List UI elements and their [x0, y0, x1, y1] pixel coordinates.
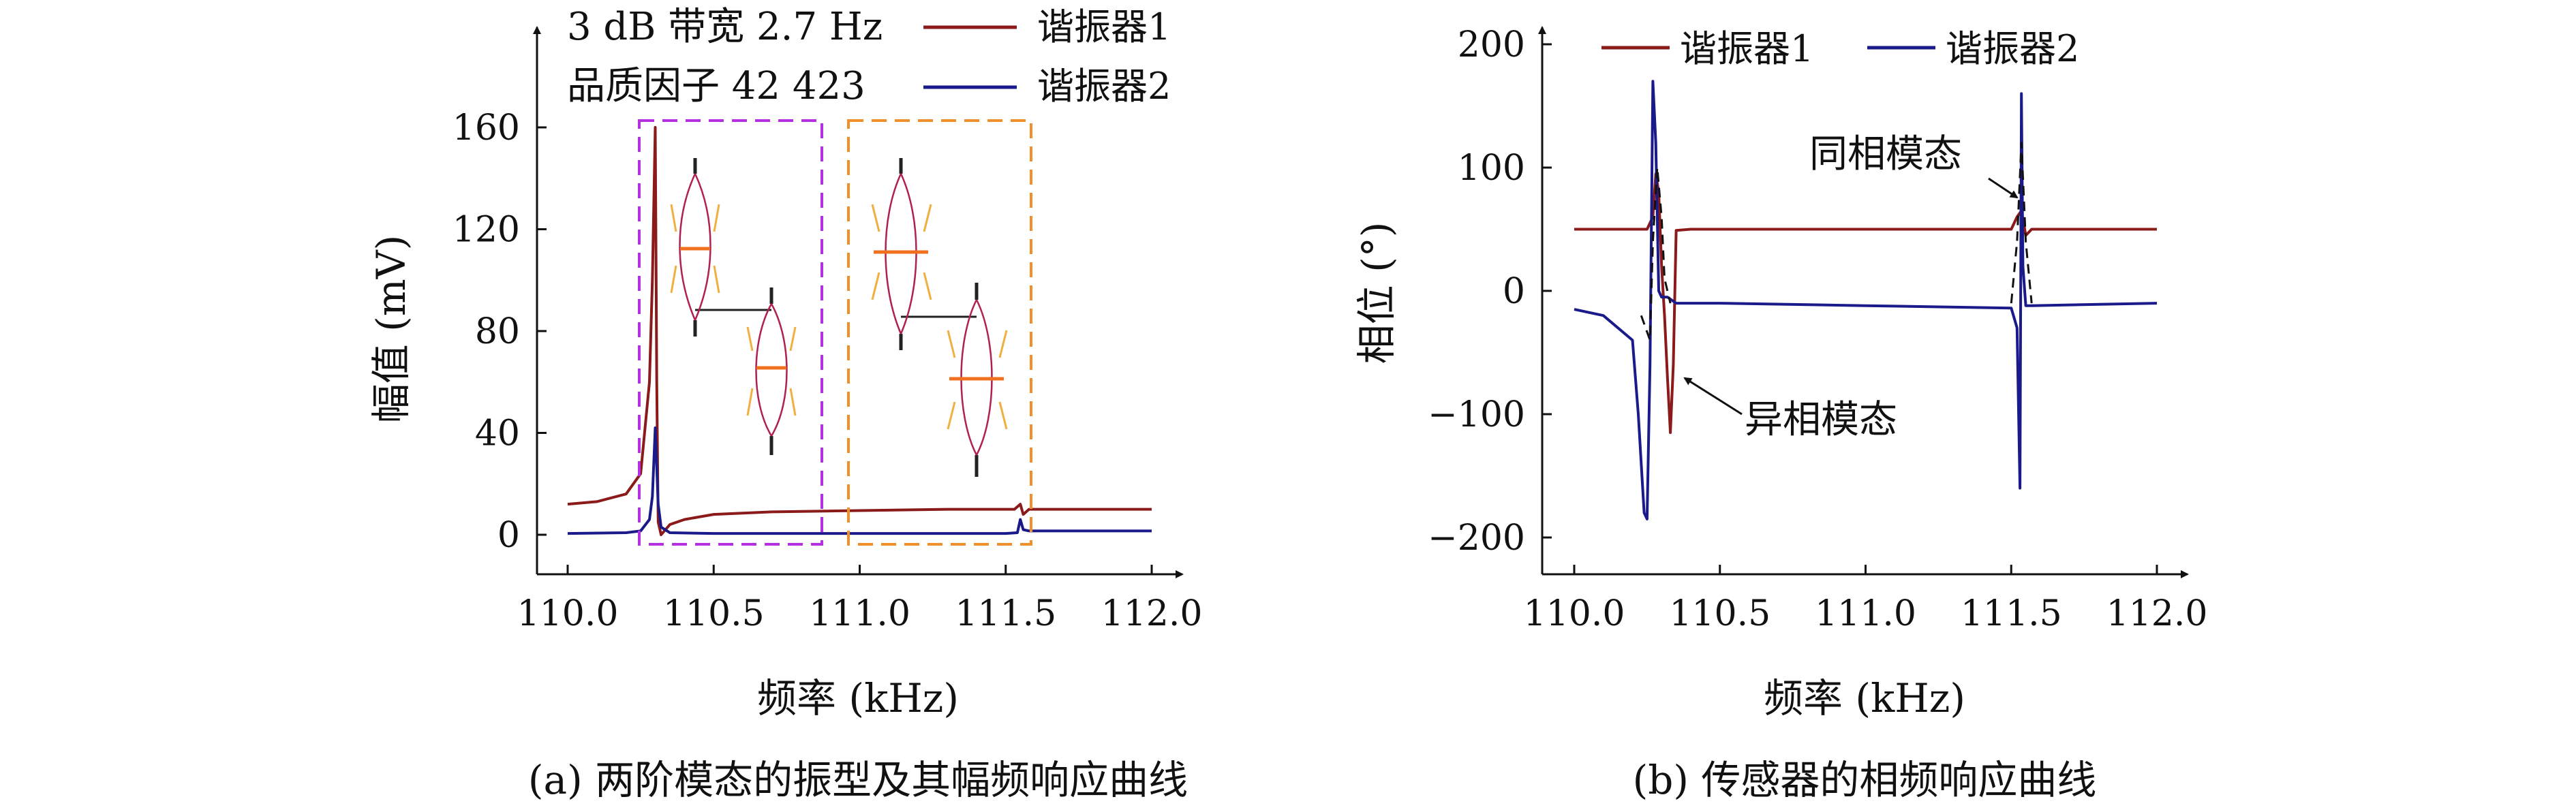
x-tick-label: 111.5: [955, 593, 1056, 634]
y-tick-label: −200: [1428, 518, 1525, 559]
resonator-beam: [693, 158, 773, 455]
x-tick-label: 110.0: [1524, 593, 1625, 634]
series-line-2: [1574, 80, 2158, 520]
panel-a-y-axis-label: 幅值 (mV): [368, 235, 414, 424]
quality-factor-annotation: 品质因子 42 423: [567, 64, 865, 108]
x-tick-label: 111.5: [1961, 593, 2062, 634]
legend-label-resonator1: 谐振器1: [1037, 5, 1171, 48]
x-tick-label: 111.0: [809, 593, 910, 634]
panel-b-plot-area: [1574, 80, 2158, 520]
panel-a-x-axis-label: 频率 (kHz): [757, 675, 959, 721]
panel-a-legend: 谐振器1 谐振器2: [923, 5, 1171, 108]
legend-label-resonator1-b: 谐振器1: [1680, 27, 1813, 70]
panel-a-caption: (a) 两阶模态的振型及其幅频响应曲线: [528, 757, 1188, 803]
panel-b-legend: 谐振器1 谐振器2: [1601, 27, 2079, 70]
panel-a-axes: [533, 26, 1184, 578]
mode-shape-in-phase: [871, 158, 1008, 477]
y-tick-label: 120: [453, 210, 520, 251]
y-tick-label: 200: [1458, 25, 1525, 65]
reference-dashed-line: [1640, 166, 1672, 341]
y-tick-label: 160: [453, 108, 520, 149]
y-tick-label: 0: [1503, 271, 1525, 312]
panel-b-phase-chart: 110.0 110.5 111.0 111.5 112.0 200 100 0 −100 −200…: [1353, 25, 2207, 803]
in-phase-mode-annotation: 同相模态: [1809, 132, 1962, 176]
y-tick-label: −100: [1428, 394, 1525, 435]
panel-b-x-axis-label: 频率 (kHz): [1764, 675, 1965, 721]
series-line-1: [567, 126, 1152, 536]
y-tick-label: 80: [475, 311, 520, 352]
mode-shape-out-of-phase: [670, 158, 797, 455]
panel-b-y-axis-label: 相位 (°): [1353, 222, 1400, 364]
x-tick-label: 110.5: [663, 593, 765, 634]
in-phase-mode-arrow: [1988, 177, 2019, 199]
inset-box-in-phase: [847, 119, 1032, 546]
panel-b-ticks: 110.0 110.5 111.0 111.5 112.0 200 100 0 −100 −200: [1428, 25, 2207, 634]
reference-dashed-line: [2010, 142, 2033, 304]
panel-b-axes: [1538, 26, 2189, 578]
y-tick-label: 100: [1458, 148, 1525, 189]
legend-label-resonator2-b: 谐振器2: [1946, 27, 2079, 70]
panel-a-plot-area: [567, 126, 1152, 536]
out-of-phase-mode-annotation: 异相模态: [1745, 398, 1897, 442]
panel-a-amplitude-chart: 110.0 110.5 111.0 111.5 112.0 0 40 80 120 160: [368, 5, 1202, 803]
x-tick-label: 110.5: [1669, 593, 1770, 634]
x-tick-label: 110.0: [517, 593, 619, 634]
x-tick-label: 112.0: [2106, 593, 2208, 634]
out-of-phase-mode-arrow: [1683, 377, 1743, 416]
panel-a-ticks: 110.0 110.5 111.0 111.5 112.0 0 40 80 120 160: [453, 108, 1203, 634]
series-line-2: [567, 426, 1152, 535]
bandwidth-annotation: 3 dB 带宽 2.7 Hz: [567, 5, 883, 49]
legend-label-resonator2: 谐振器2: [1037, 65, 1171, 108]
y-tick-label: 40: [475, 413, 520, 454]
y-tick-label: 0: [497, 515, 520, 556]
x-tick-label: 112.0: [1101, 593, 1203, 634]
x-tick-label: 111.0: [1815, 593, 1916, 634]
panel-b-caption: (b) 传感器的相频响应曲线: [1633, 757, 2097, 803]
inset-box-out-of-phase: [638, 119, 823, 546]
